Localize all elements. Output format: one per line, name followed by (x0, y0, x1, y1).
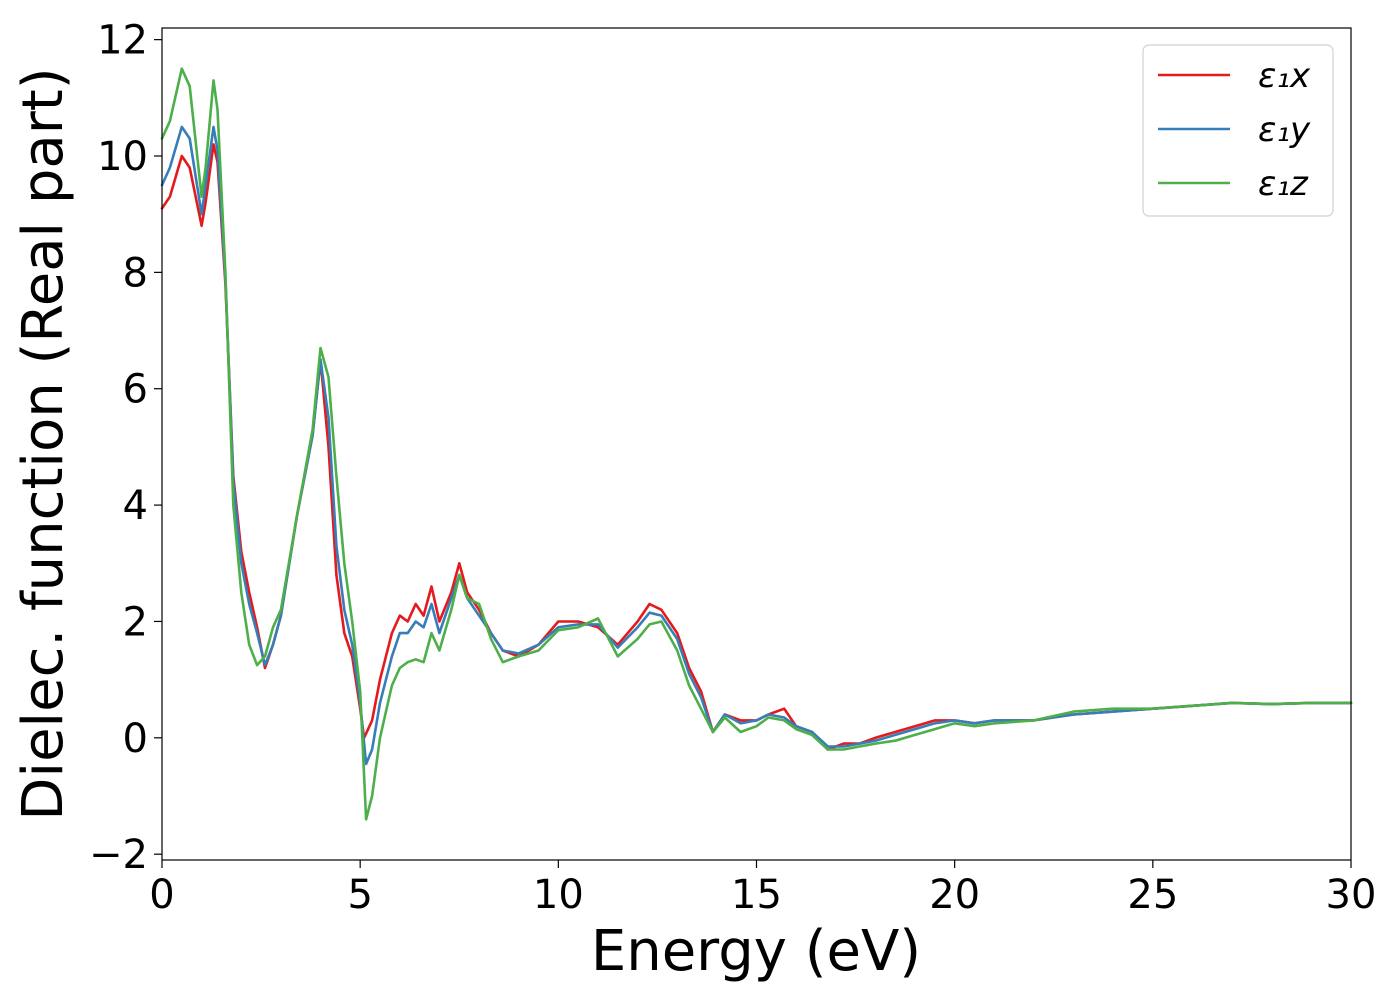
y-tick-label: 4 (123, 483, 148, 529)
series-line-1 (160, 125, 1353, 766)
y-tick-label: 12 (97, 18, 148, 64)
x-tick-label: 20 (929, 872, 980, 918)
x-tick-label: 0 (149, 872, 174, 918)
x-axis-label: Energy (eV) (591, 919, 921, 984)
legend-label-1: ε₁y (1258, 110, 1311, 150)
legend-label-2: ε₁z (1258, 164, 1309, 204)
y-axis-label: Dielec. function (Real part) (11, 67, 76, 820)
x-tick-label: 25 (1127, 872, 1178, 918)
y-tick-label: 8 (123, 250, 148, 296)
legend-label-0: ε₁x (1258, 56, 1311, 96)
x-axis-ticks: 0 5 10 15 20 25 30 (149, 860, 1376, 918)
y-axis-ticks: −2 0 2 4 6 8 10 12 (89, 18, 162, 878)
x-tick-label: 10 (533, 872, 584, 918)
y-tick-label: 2 (123, 599, 148, 645)
x-tick-label: 5 (347, 872, 372, 918)
series-line-2 (160, 67, 1353, 821)
y-tick-label: −2 (89, 832, 148, 878)
plot-lines (160, 67, 1353, 821)
legend: ε₁x ε₁y ε₁z (1142, 44, 1334, 217)
y-tick-label: 6 (123, 367, 148, 413)
x-tick-label: 30 (1326, 872, 1377, 918)
legend-box (1142, 44, 1334, 217)
y-tick-label: 0 (123, 716, 148, 762)
y-tick-label: 10 (97, 134, 148, 180)
x-tick-label: 15 (731, 872, 782, 918)
